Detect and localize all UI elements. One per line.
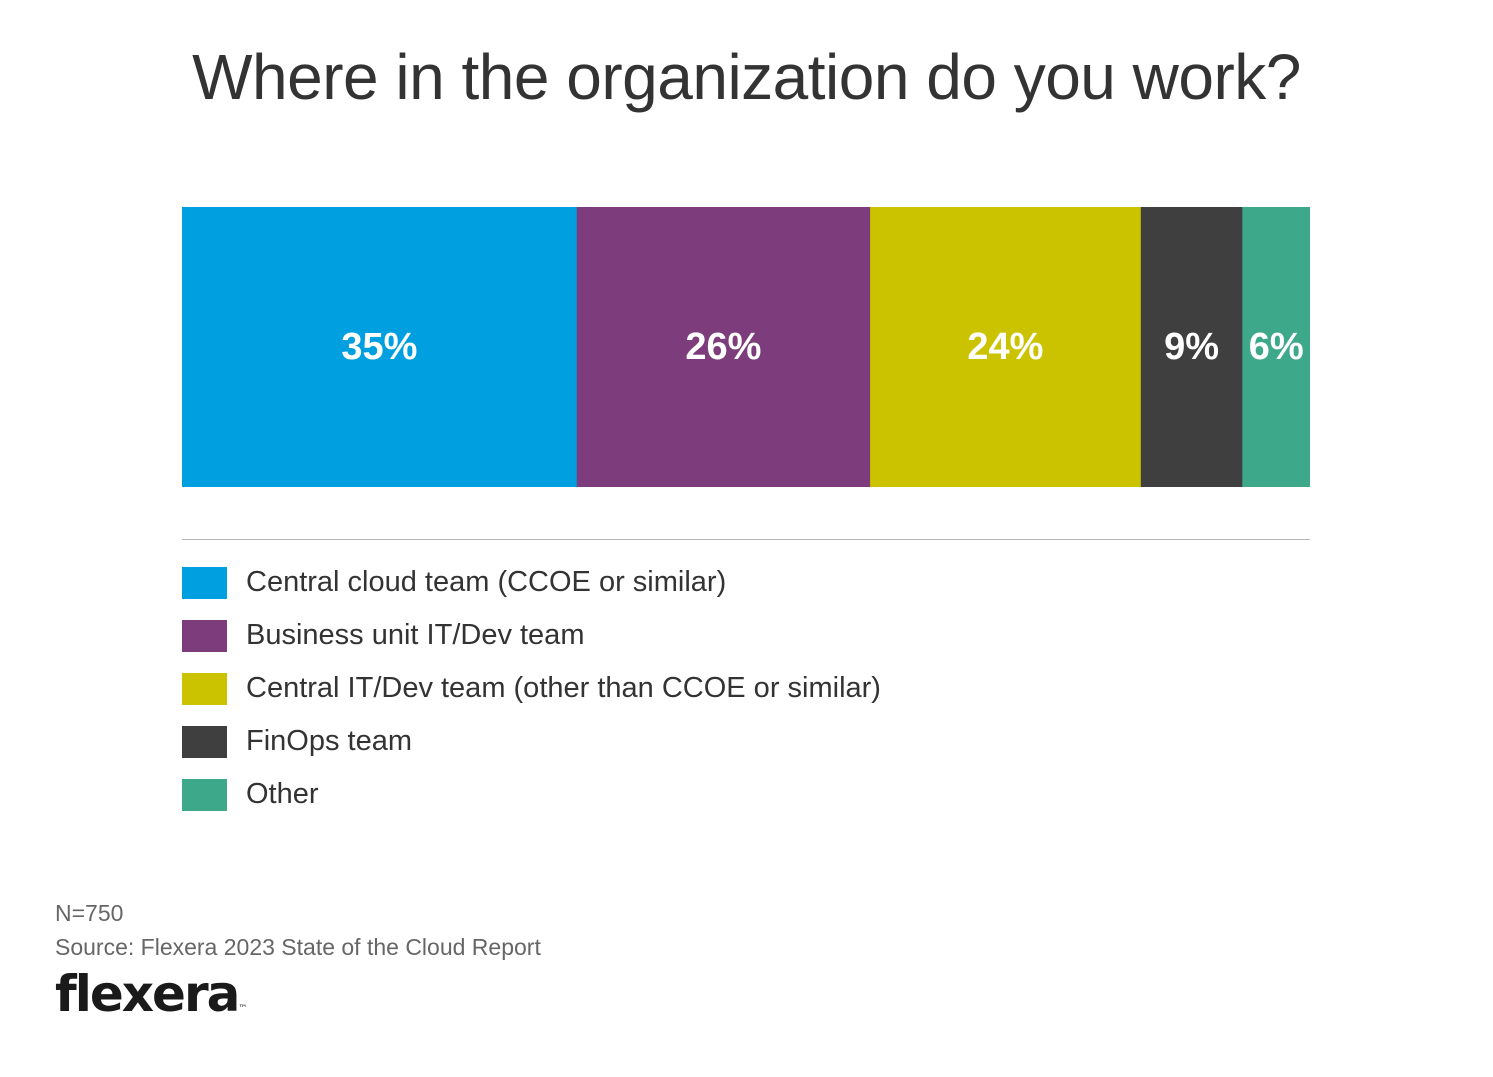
- bar-segment-3: [870, 207, 1142, 487]
- legend-swatch-5: [182, 778, 227, 811]
- legend-item-3: Central IT/Dev team (other than CCOE or …: [182, 662, 881, 715]
- legend-swatch-4: [182, 725, 227, 758]
- legend-label-1: Central cloud team (CCOE or similar): [246, 566, 727, 598]
- bar-value-label-3: 24%: [967, 326, 1043, 368]
- legend-item-2: Business unit IT/Dev team: [182, 609, 881, 662]
- chart-title: Where in the organization do you work?: [192, 41, 1301, 113]
- source-note: Source: Flexera 2023 State of the Cloud …: [55, 934, 541, 960]
- bar-value-label-2: 26%: [685, 326, 761, 368]
- legend-label-3: Central IT/Dev team (other than CCOE or …: [246, 672, 881, 704]
- stacked-bar-chart: 35% 26% 24% 9% 6%: [182, 207, 1310, 487]
- bar-segment-2: [576, 207, 871, 487]
- bar-segment-4: [1140, 207, 1243, 487]
- logo-text: flexera: [55, 965, 240, 1023]
- legend-label-4: FinOps team: [246, 725, 412, 757]
- bar-value-label-5: 6%: [1249, 326, 1304, 368]
- logo-trademark: ™: [238, 1004, 248, 1014]
- legend-swatch-3: [182, 672, 227, 705]
- chart-legend: Central cloud team (CCOE or similar) Busi…: [182, 556, 881, 821]
- legend-item-1: Central cloud team (CCOE or similar): [182, 556, 881, 609]
- bar-segment-5: [1242, 207, 1310, 487]
- flexera-logo: flexera™: [55, 965, 247, 1023]
- legend-label-5: Other: [246, 778, 319, 810]
- legend-swatch-1: [182, 566, 227, 599]
- legend-divider: [182, 539, 1310, 540]
- legend-item-5: Other: [182, 768, 881, 821]
- legend-swatch-2: [182, 619, 227, 652]
- legend-label-2: Business unit IT/Dev team: [246, 619, 585, 651]
- bar-segment-1: [182, 207, 578, 487]
- bar-value-label-4: 9%: [1164, 326, 1219, 368]
- bar-value-label-1: 35%: [341, 326, 417, 368]
- sample-size-note: N=750: [55, 900, 124, 926]
- legend-item-4: FinOps team: [182, 715, 881, 768]
